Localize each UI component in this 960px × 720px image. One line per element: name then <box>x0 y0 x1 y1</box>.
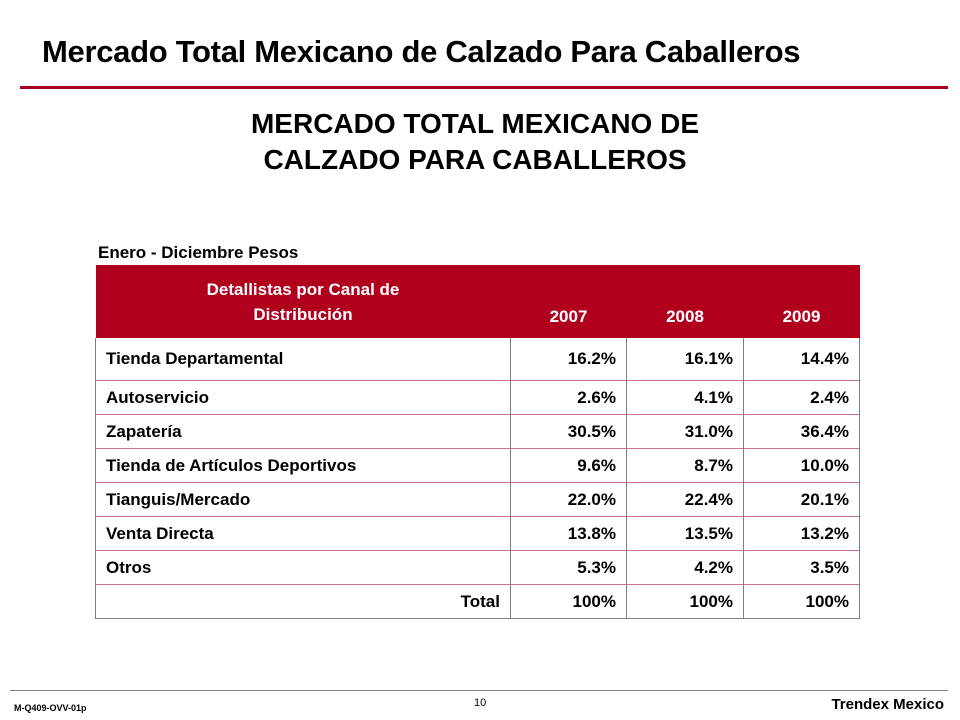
header-year-2009: 2009 <box>743 265 860 338</box>
cell-2008: 13.5% <box>626 516 744 551</box>
cell-2007: 2.6% <box>510 380 627 415</box>
row-label: Tienda Departamental <box>95 338 511 381</box>
period-label: Enero - Diciembre Pesos <box>98 243 299 262</box>
table-row: Venta Directa 13.8% 13.5% 13.2% <box>95 516 860 551</box>
row-label: Autoservicio <box>95 380 511 415</box>
header-year-2007: 2007 <box>510 265 627 338</box>
cell-2009: 14.4% <box>743 338 860 381</box>
header-channel-line-2: Distribución <box>253 304 353 324</box>
header-channel-line-1: Detallistas por Canal de <box>206 279 400 299</box>
table-row: Otros 5.3% 4.2% 3.5% <box>95 550 860 585</box>
footer-divider <box>10 690 948 691</box>
total-2008: 100% <box>626 584 744 619</box>
cell-2008: 16.1% <box>626 338 744 381</box>
brand-name: Trendex Mexico <box>831 696 944 713</box>
cell-2009: 10.0% <box>743 448 860 483</box>
table-row: Zapatería 30.5% 31.0% 36.4% <box>95 414 860 449</box>
market-share-table: Detallistas por Canal de Distribución 20… <box>95 265 860 619</box>
cell-2007: 22.0% <box>510 482 627 517</box>
cell-2009: 2.4% <box>743 380 860 415</box>
total-2007: 100% <box>510 584 627 619</box>
title-divider <box>20 86 948 89</box>
cell-2008: 31.0% <box>626 414 744 449</box>
header-year-2008: 2008 <box>626 265 744 338</box>
row-label: Tianguis/Mercado <box>95 482 511 517</box>
table-row: Tianguis/Mercado 22.0% 22.4% 20.1% <box>95 482 860 517</box>
total-2009: 100% <box>743 584 860 619</box>
table-row: Tienda Departamental 16.2% 16.1% 14.4% <box>95 338 860 381</box>
page-number: 10 <box>474 697 487 709</box>
cell-2007: 13.8% <box>510 516 627 551</box>
cell-2007: 30.5% <box>510 414 627 449</box>
table-heading: MERCADO TOTAL MEXICANO DE CALZADO PARA C… <box>0 106 950 178</box>
document-code: M-Q409-OVV-01p <box>14 703 87 713</box>
cell-2008: 8.7% <box>626 448 744 483</box>
cell-2009: 20.1% <box>743 482 860 517</box>
table-row: Autoservicio 2.6% 4.1% 2.4% <box>95 380 860 415</box>
cell-2009: 13.2% <box>743 516 860 551</box>
slide-title: Mercado Total Mexicano de Calzado Para C… <box>42 34 801 69</box>
cell-2009: 36.4% <box>743 414 860 449</box>
row-label: Zapatería <box>95 414 511 449</box>
row-label: Otros <box>95 550 511 585</box>
row-label: Venta Directa <box>95 516 511 551</box>
table-header-row: Detallistas por Canal de Distribución 20… <box>95 265 860 338</box>
table-heading-line-1: MERCADO TOTAL MEXICANO DE <box>250 108 699 139</box>
cell-2008: 4.1% <box>626 380 744 415</box>
cell-2007: 5.3% <box>510 550 627 585</box>
cell-2007: 9.6% <box>510 448 627 483</box>
total-label: Total <box>95 584 511 619</box>
header-channel: Detallistas por Canal de Distribución <box>95 265 511 338</box>
row-label: Tienda de Artículos Deportivos <box>95 448 511 483</box>
cell-2008: 22.4% <box>626 482 744 517</box>
total-row: Total 100% 100% 100% <box>95 584 860 619</box>
cell-2008: 4.2% <box>626 550 744 585</box>
cell-2009: 3.5% <box>743 550 860 585</box>
table-heading-line-2: CALZADO PARA CABALLEROS <box>263 144 687 175</box>
cell-2007: 16.2% <box>510 338 627 381</box>
table-row: Tienda de Artículos Deportivos 9.6% 8.7%… <box>95 448 860 483</box>
